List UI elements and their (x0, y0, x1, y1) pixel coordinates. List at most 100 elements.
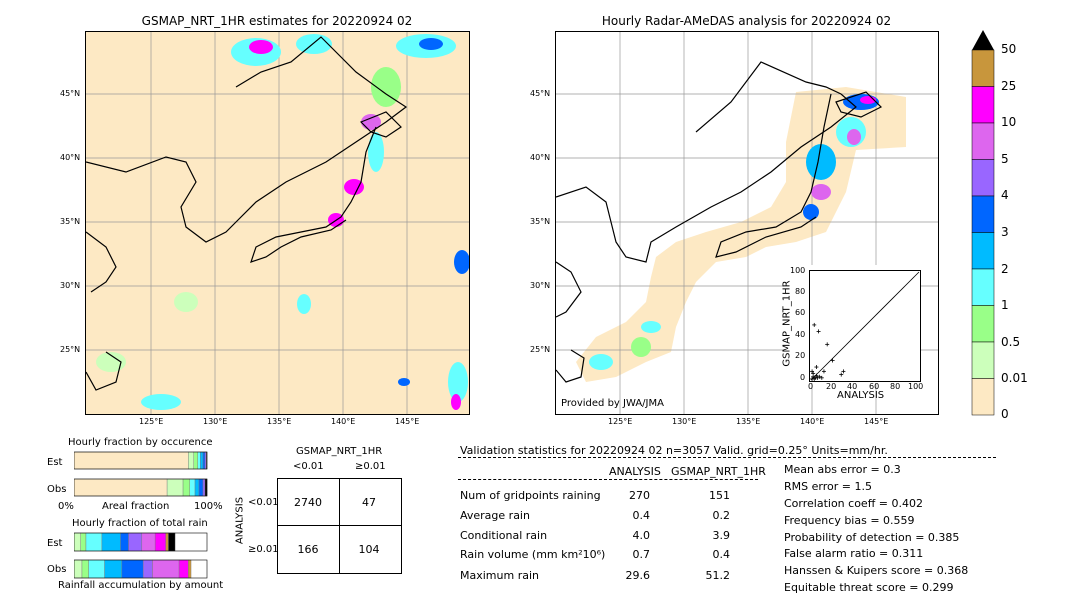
score-freq-bias: Frequency bias = 0.559 (784, 514, 915, 527)
scatter-point (841, 369, 846, 374)
bar-segment-est (128, 532, 143, 552)
bar-segment-obs (166, 478, 184, 497)
colorbar-segment (971, 268, 995, 306)
scatter-point (825, 342, 830, 347)
bar-segment-est (200, 451, 204, 470)
right-map-coastline (556, 61, 883, 383)
scatter-point (819, 375, 824, 380)
left-lat-label-25: 25°N (60, 345, 81, 354)
scatter-point (812, 322, 817, 327)
bar-segment-est (141, 532, 156, 552)
contingency-title: GSMAP_NRT_1HR (296, 446, 383, 457)
scatter-x-label: ANALYSIS (837, 390, 885, 401)
left-lon-label-140: 140°E (331, 417, 356, 426)
scatter-plot (809, 270, 921, 382)
colorbar-label-3: 3 (1001, 225, 1009, 239)
right-lat-label-35: 35°N (530, 217, 551, 226)
scatter-point (817, 374, 822, 379)
occurrence-label-est: Est (47, 457, 63, 468)
validation-row-label: Conditional rain (460, 529, 548, 542)
bar-segment-est (120, 532, 129, 552)
colorbar-label-0-5: 0.5 (1001, 335, 1021, 349)
colorbar-label-50: 50 (1001, 42, 1017, 56)
score-corr: Correlation coeff = 0.402 (784, 497, 923, 510)
bar-segment-est (74, 532, 81, 552)
scatter-y-tick-40: 40 (795, 330, 806, 339)
bar-segment-est (85, 532, 103, 552)
contingency-row-axis: ANALYSIS (234, 496, 246, 545)
bar-frame-obs (74, 478, 208, 497)
bar-segment-obs (182, 478, 190, 497)
occurrence-tick-100: 100% (194, 501, 223, 512)
bar-segment-obs (74, 478, 168, 497)
colorbar-segment (971, 195, 995, 233)
scatter-y-tick-80: 80 (795, 287, 806, 296)
contingency-cell-11: 104 (358, 543, 380, 556)
left-lon-label-145: 145°E (395, 417, 420, 426)
colorbar-segment (971, 378, 995, 416)
right-lat-label-40: 40°N (530, 153, 551, 162)
score-mae: Mean abs error = 0.3 (784, 463, 901, 476)
validation-row-analysis: 29.6 (625, 569, 651, 582)
left-lon-label-130: 130°E (203, 417, 228, 426)
contingency-cell-10: 166 (297, 543, 319, 556)
colorbar-segment (971, 49, 995, 87)
scatter-x-tick-100: 100 (908, 382, 924, 391)
right-lat-label-30: 30°N (530, 281, 551, 290)
scatter-point (830, 358, 835, 363)
bar-segment-obs (152, 559, 180, 579)
bar-segment-est (101, 532, 121, 552)
right-lat-label-45: 45°N (530, 89, 551, 98)
bar-segment-obs (121, 559, 144, 579)
occurrence-xlabel: Areal fraction (102, 501, 170, 512)
scatter-x-tick-60: 60 (869, 382, 880, 391)
validation-row-gsmap: 3.9 (712, 529, 731, 542)
bar-segment-est (74, 451, 189, 470)
validation-row-gsmap: 0.4 (712, 548, 731, 561)
scatter-point (810, 369, 815, 374)
left-map-grid (86, 32, 469, 414)
rain-fraction-bars (74, 532, 208, 579)
score-hk: Hanssen & Kuipers score = 0.368 (784, 564, 969, 577)
validation-row-analysis: 270 (629, 489, 650, 502)
bar-segment-obs (142, 559, 153, 579)
scatter-point (811, 371, 816, 376)
scatter-y-tick-60: 60 (795, 308, 806, 317)
bar-segment-est (168, 532, 176, 552)
rain-label-obs: Obs (47, 564, 67, 575)
colorbar-label-4: 4 (1001, 188, 1009, 202)
bar-segment-est (202, 451, 206, 470)
bar-segment-est (165, 532, 169, 552)
colorbar-label-2: 2 (1001, 262, 1009, 276)
colorbar-segment (971, 341, 995, 379)
left-map (85, 31, 470, 415)
scatter-x-tick-40: 40 (847, 382, 858, 391)
validation-row-gsmap: 51.2 (705, 569, 731, 582)
validation-row-label: Average rain (460, 509, 530, 522)
scatter-point (816, 329, 821, 334)
left-map-canvas (86, 32, 469, 414)
bar-segment-obs (88, 559, 105, 579)
bar-segment-est (154, 532, 166, 552)
scatter-point (815, 375, 820, 380)
right-map-title: Hourly Radar-AMeDAS analysis for 2022092… (601, 14, 892, 28)
contingency-row-ge: ≥0.01 (248, 544, 279, 555)
bar-segment-obs (202, 478, 206, 497)
colorbar-segment (971, 86, 995, 124)
rain-fraction-xlabel: Rainfall accumulation by amount (58, 580, 224, 591)
colorbar-label-10: 10 (1001, 115, 1017, 129)
left-map-coastline (86, 36, 408, 391)
bar-frame-est (74, 532, 208, 552)
left-lat-label-40: 40°N (60, 153, 81, 162)
right-lat-label-25: 25°N (530, 345, 551, 354)
scatter-point (814, 365, 819, 370)
bar-segment-est (188, 451, 194, 470)
contingency-grid (277, 478, 402, 574)
scatter-point (821, 369, 826, 374)
occurrence-bars (74, 451, 208, 497)
left-lat-label-30: 30°N (60, 281, 81, 290)
bar-segment-est (193, 451, 198, 470)
colorbar-segment (971, 305, 995, 343)
scatter-y-tick-20: 20 (795, 351, 806, 360)
validation-row-label: Maximum rain (460, 569, 539, 582)
